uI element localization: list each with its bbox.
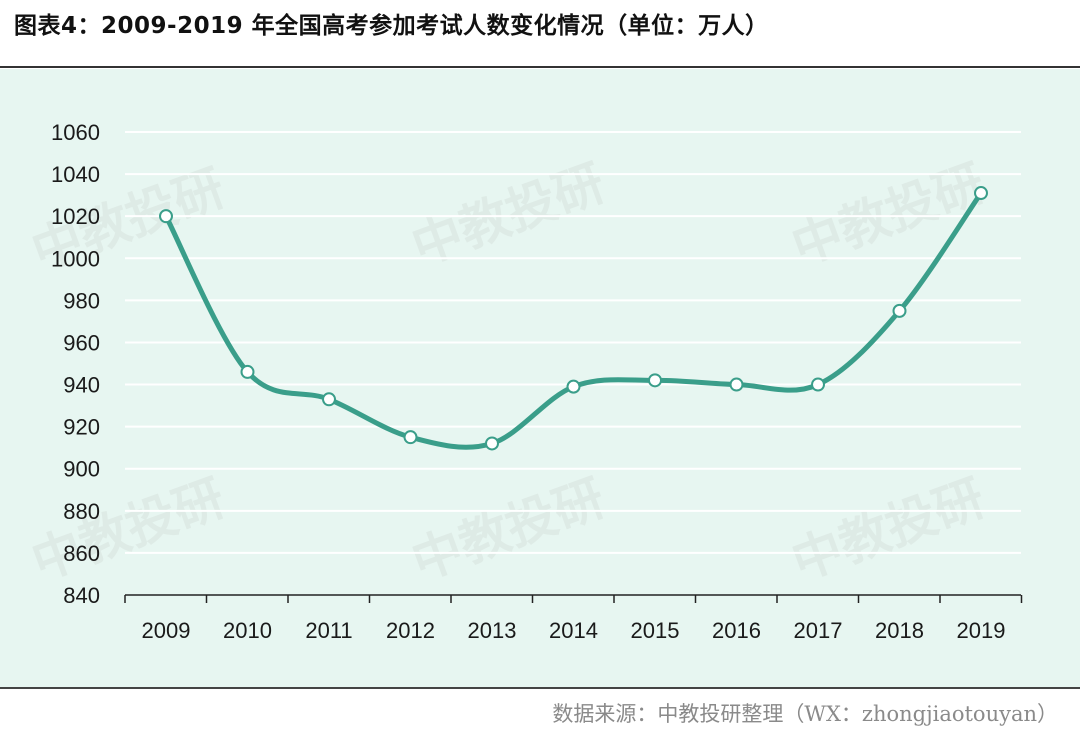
- data-point: [566, 379, 581, 394]
- page-title: 图表4：2009-2019 年全国高考参加考试人数变化情况（单位：万人）: [14, 13, 769, 39]
- data-point: [974, 186, 988, 201]
- y-tick-label: 980: [63, 288, 100, 313]
- y-tick-label: 1040: [51, 162, 100, 187]
- data-point: [403, 430, 418, 445]
- data-point: [485, 436, 499, 451]
- data-point: [648, 373, 662, 388]
- source-note: 数据来源：中教投研整理（WX：zhongjiaotouyan）: [552, 702, 1058, 726]
- x-tick-label: 2017: [794, 618, 843, 643]
- y-axis-labels: 840 860 880 900 920 940 960 980 1000 1020 1040 1060: [51, 120, 100, 608]
- x-tick-label: 2019: [957, 618, 1006, 643]
- y-tick-label: 860: [63, 541, 100, 566]
- x-tick-label: 2018: [875, 618, 924, 643]
- x-tick-label: 2010: [223, 618, 272, 643]
- watermark-text: 中教投研: [404, 468, 612, 591]
- y-tick-label: 940: [63, 373, 100, 398]
- x-axis: 2009 2010 2011 2012 2013 2014 2015 2016 2017 2018…: [124, 594, 1023, 643]
- data-point: [322, 392, 336, 407]
- chart-panel: [0, 69, 1080, 687]
- x-tick-label: 2013: [468, 618, 517, 643]
- x-tick-label: 2009: [142, 618, 191, 643]
- data-point: [729, 377, 744, 392]
- title-divider: [0, 66, 1080, 68]
- x-tick-label: 2015: [631, 618, 680, 643]
- x-tick-label: 2016: [712, 618, 761, 643]
- data-point: [159, 209, 173, 224]
- footer-divider: [0, 687, 1080, 689]
- data-point: [811, 377, 825, 392]
- data-point: [240, 364, 255, 379]
- y-tick-label: 960: [63, 330, 100, 355]
- watermark-text: 中教投研: [784, 468, 992, 591]
- data-point: [892, 303, 907, 318]
- y-tick-label: 1060: [51, 120, 100, 145]
- y-tick-label: 920: [63, 415, 100, 440]
- y-tick-label: 880: [63, 499, 100, 524]
- watermark-text: 中教投研: [24, 468, 232, 591]
- y-tick-label: 1020: [51, 204, 100, 229]
- x-tick-label: 2012: [386, 618, 435, 643]
- y-tick-label: 900: [63, 457, 100, 482]
- x-tick-label: 2014: [549, 618, 598, 643]
- y-tick-label: 1000: [51, 246, 100, 271]
- y-tick-label: 840: [63, 583, 100, 608]
- series-layer: [159, 186, 988, 451]
- x-tick-label: 2011: [305, 618, 352, 643]
